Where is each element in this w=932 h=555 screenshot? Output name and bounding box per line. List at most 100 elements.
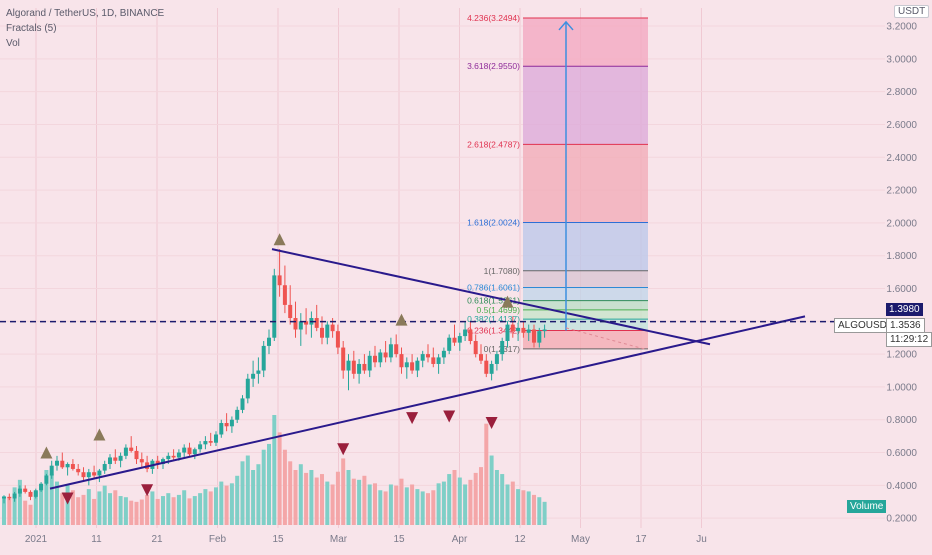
fibonacci-extension: 4.236(3.2494) 3.618(2.9550) 2.618(2.4787) 1… <box>467 13 648 354</box>
volume-bar <box>362 475 367 525</box>
volume-bar <box>65 484 70 525</box>
volume-bar <box>298 464 303 525</box>
volume-bar <box>468 479 473 525</box>
fractal-markers <box>40 233 514 505</box>
candle-body <box>542 329 547 332</box>
last-price-tag: 1.3536 <box>886 318 925 333</box>
price-axis: 3.2000 3.0000 2.8000 2.6000 2.4000 2.2000 2.00… <box>886 22 917 525</box>
candle-body <box>505 324 510 341</box>
volume-bar <box>341 458 346 525</box>
candle-body <box>426 354 430 358</box>
y-tick-label: 0.8000 <box>886 415 917 426</box>
volume-bar <box>351 478 356 525</box>
volume-bar <box>145 494 150 525</box>
candle-body <box>23 488 28 492</box>
candle-body <box>139 459 144 463</box>
volume-indicator-label[interactable]: Vol <box>6 38 20 49</box>
candle-body <box>28 491 33 497</box>
volume-bar <box>81 494 86 525</box>
candle-body <box>494 354 499 364</box>
volume-bar <box>489 455 494 525</box>
candle-body <box>224 423 229 427</box>
y-tick-label: 2.0000 <box>886 218 917 229</box>
candle-body <box>288 304 293 319</box>
candle-body <box>351 360 356 374</box>
candle-body <box>118 455 123 461</box>
volume-bar <box>473 472 478 525</box>
volume-bar <box>457 477 462 525</box>
candle-body <box>70 464 75 469</box>
candle-body <box>341 347 346 371</box>
volume-bar <box>516 489 521 525</box>
volume-bar <box>7 498 12 525</box>
volume-bar <box>166 493 171 525</box>
volume-bar <box>2 496 6 525</box>
volume-bar <box>267 443 271 525</box>
fib-level-label: 2.618(2.4787) <box>467 139 520 149</box>
x-tick-label: 17 <box>635 534 647 545</box>
fib-zone <box>523 66 648 145</box>
candle-body <box>97 470 102 476</box>
volume-bar <box>282 449 287 525</box>
fractal-down-icon <box>406 412 419 425</box>
volume-bar <box>182 490 187 525</box>
volume-bar <box>113 490 118 525</box>
candle-body <box>404 362 409 368</box>
x-tick-label: Feb <box>209 534 227 545</box>
volume-bar <box>240 461 245 525</box>
y-tick-label: 1.8000 <box>886 251 917 262</box>
fib-zone <box>523 330 648 349</box>
candle-body <box>108 457 112 465</box>
candle-body <box>86 472 91 478</box>
volume-bar <box>187 498 192 525</box>
volume-bar <box>494 470 499 525</box>
candle-body <box>2 496 6 499</box>
volume-bar <box>219 481 224 525</box>
candle-body <box>357 363 362 374</box>
candle-body <box>12 493 17 499</box>
projection-dotted-line <box>565 327 646 350</box>
volume-bar <box>214 487 218 525</box>
volume-bar <box>484 423 489 525</box>
x-tick-label: Ju <box>696 534 707 545</box>
candle-body <box>378 352 383 363</box>
volume-bar <box>134 501 139 525</box>
candles <box>2 249 547 504</box>
candle-body <box>176 452 181 458</box>
candle-body <box>314 318 319 328</box>
candle-body <box>214 434 218 443</box>
candle-body <box>39 483 44 491</box>
candle-body <box>198 444 203 450</box>
volume-bar <box>436 483 441 525</box>
volume-bar <box>139 499 144 525</box>
candle-body <box>484 360 489 374</box>
candle-body <box>420 354 425 361</box>
volume-bar <box>198 493 203 525</box>
volume-bar <box>55 481 59 525</box>
volume-bar <box>39 484 44 525</box>
fractals-indicator-label[interactable]: Fractals (5) <box>6 23 57 34</box>
candle-body <box>516 327 521 332</box>
grid <box>0 8 885 528</box>
volume-bar <box>510 481 515 525</box>
x-tick-label: 11 <box>91 534 102 545</box>
candle-body <box>532 329 536 343</box>
volume-bar <box>171 497 176 525</box>
fib-zone <box>523 319 648 331</box>
volume-bar <box>426 493 430 525</box>
candle-body <box>134 450 139 460</box>
y-tick-label: 1.6000 <box>886 284 917 295</box>
volume-bar <box>410 484 415 525</box>
volume-bar <box>420 491 425 525</box>
volume-bar <box>532 494 536 525</box>
fractal-up-icon <box>273 233 286 246</box>
candle-body <box>441 350 446 358</box>
volume-bar <box>23 500 28 525</box>
currency-badge[interactable]: USDT <box>894 5 930 18</box>
fib-level-label: 1.618(2.0024) <box>467 217 520 227</box>
candle-body <box>229 419 234 427</box>
candle-body <box>415 360 420 371</box>
fractal-down-icon <box>337 443 350 456</box>
